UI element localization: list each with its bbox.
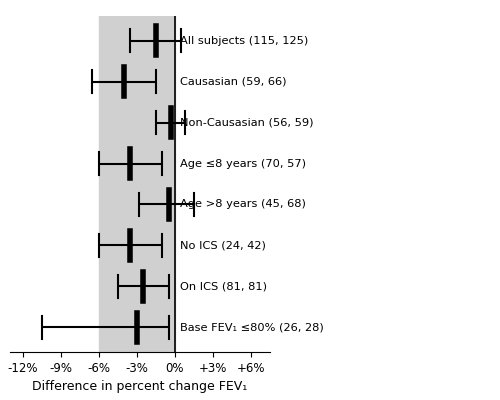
Text: Base FEV₁ ≤80% (26, 28): Base FEV₁ ≤80% (26, 28) bbox=[180, 322, 324, 332]
Text: All subjects (115, 125): All subjects (115, 125) bbox=[180, 36, 308, 46]
Text: Causasian (59, 66): Causasian (59, 66) bbox=[180, 76, 286, 86]
Bar bbox=[99, 16, 175, 352]
X-axis label: Difference in percent change FEV₁: Difference in percent change FEV₁ bbox=[32, 380, 248, 393]
Text: Age >8 years (45, 68): Age >8 years (45, 68) bbox=[180, 200, 306, 210]
Text: Age ≤8 years (70, 57): Age ≤8 years (70, 57) bbox=[180, 158, 306, 168]
Text: No ICS (24, 42): No ICS (24, 42) bbox=[180, 240, 266, 250]
Text: Non-Causasian (56, 59): Non-Causasian (56, 59) bbox=[180, 118, 314, 128]
Text: On ICS (81, 81): On ICS (81, 81) bbox=[180, 282, 267, 292]
